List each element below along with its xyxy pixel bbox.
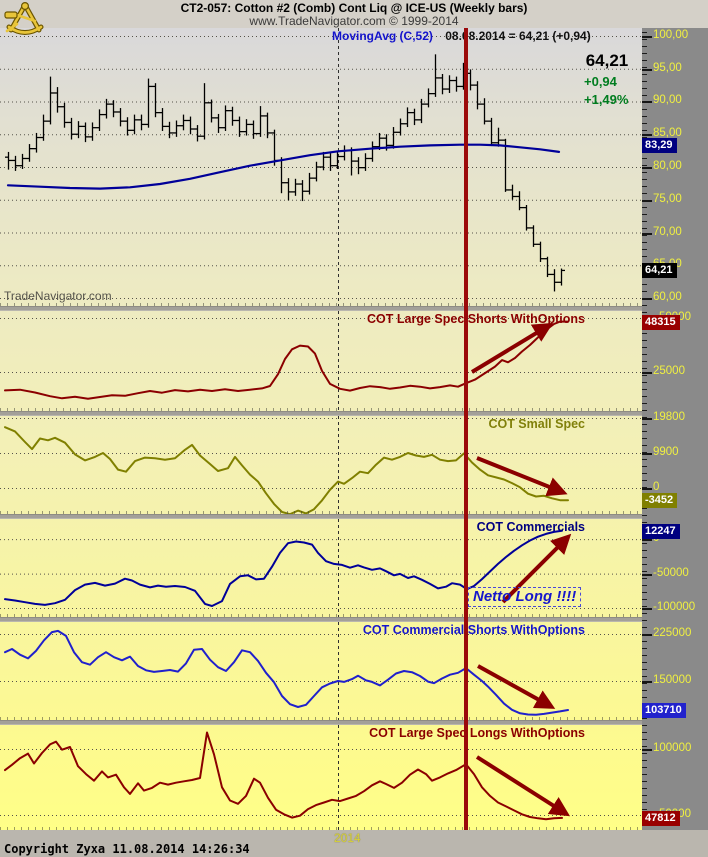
panel-title-cot4: COT Commercial Shorts WithOptions <box>362 623 585 637</box>
current-week-marker-line <box>464 28 468 830</box>
price-change-percent: +1,49% <box>584 92 629 107</box>
scale-label: -50000 <box>653 566 689 579</box>
panel-title-cot1: COT Large Spec Shorts WithOptions <box>367 312 585 326</box>
value-box: 12247 <box>642 523 680 539</box>
copyright-text: Copyright Zyxa 11.08.2014 14:26:34 <box>4 842 250 856</box>
cot5-canvas <box>0 725 642 830</box>
cot-commercial-shorts-panel: COT Commercial Shorts WithOptions <box>0 622 642 720</box>
last-price: 64,21 <box>585 51 629 70</box>
trend-arrow <box>501 533 572 604</box>
trend-arrow <box>476 456 568 497</box>
chart-title: CT2-057: Cotton #2 (Comb) Cont Liq @ ICE… <box>180 1 528 15</box>
scale-major-tick <box>642 298 652 300</box>
value-box: 47812 <box>642 810 680 826</box>
bottom-axis-strip: 2014 Copyright Zyxa 11.08.2014 14:26:34 <box>0 830 708 857</box>
scale-label: 100000 <box>653 741 692 754</box>
scale-label: 19800 <box>653 410 685 423</box>
value-box: 48315 <box>642 314 680 330</box>
scale-label: 0 <box>653 481 660 493</box>
panel-title-cot2: COT Small Spec <box>488 417 585 431</box>
scale-major-tick <box>642 748 652 751</box>
netto-long-annotation: Netto Long !!!! <box>468 587 582 607</box>
scale-major-tick <box>642 68 652 71</box>
scale-major-tick <box>642 539 652 542</box>
window-header: CT2-057: Cotton #2 (Comb) Cont Liq @ ICE… <box>0 0 708 28</box>
panel-title-cot3: COT Commercials <box>476 520 585 534</box>
cot1-canvas <box>0 311 642 411</box>
scale-major-tick <box>642 371 652 374</box>
legend-indicator-name: MovingAvg (C,52) <box>332 29 433 43</box>
value-box: 64,21 <box>642 263 677 279</box>
cot4-canvas <box>0 622 642 720</box>
cot4-line <box>4 629 569 716</box>
scale-label: 85,00 <box>653 127 682 140</box>
cot-large-spec-shorts-panel: COT Large Spec Shorts WithOptions <box>0 311 642 411</box>
panel-separator[interactable] <box>0 514 642 519</box>
scale-major-tick <box>642 167 652 169</box>
cot-small-spec-panel: COT Small Spec <box>0 416 642 514</box>
scale-label: 9900 <box>653 445 679 458</box>
price-change: +0,94 <box>584 74 617 89</box>
scale-major-tick <box>642 232 652 235</box>
price-canvas <box>0 28 642 306</box>
scale-major-tick <box>642 573 652 576</box>
cot1-line <box>4 320 569 400</box>
cot5-line <box>4 731 563 821</box>
panel-separator[interactable] <box>0 720 642 725</box>
scale-label: 60,00 <box>653 291 682 303</box>
anchor-sextant-icon <box>2 0 48 40</box>
watermark: TradeNavigator.com <box>4 289 112 303</box>
price-panel: MovingAvg (C,52) 08.08.2014 = 64,21 (+0,… <box>0 28 642 306</box>
scale-major-tick <box>642 134 652 137</box>
scale-major-tick <box>642 633 652 636</box>
cot3-canvas <box>0 519 642 617</box>
price-scale-axis[interactable]: 100,0095,0090,0085,0080,0075,0070,0065,0… <box>642 28 708 830</box>
panel-separator[interactable] <box>0 617 642 622</box>
panel-separator[interactable] <box>0 306 642 311</box>
scale-major-tick <box>642 417 652 420</box>
scale-label: 100,00 <box>653 28 689 41</box>
trend-arrow <box>475 755 571 817</box>
scale-major-tick <box>642 35 652 38</box>
trend-arrow <box>477 664 556 709</box>
cot2-line <box>4 426 569 514</box>
trend-arrow <box>470 322 554 374</box>
scale-label: 70,00 <box>653 225 682 238</box>
scale-label: 25000 <box>653 364 685 377</box>
cot2-canvas <box>0 416 642 514</box>
quote-block: 64,21 +0,94 +1,49% <box>576 51 638 107</box>
legend-date-value: 08.08.2014 = 64,21 (+0,94) <box>445 29 591 43</box>
scale-major-tick <box>642 101 652 104</box>
indicator-legend: MovingAvg (C,52) 08.08.2014 = 64,21 (+0,… <box>332 29 591 43</box>
scale-major-tick <box>642 488 652 490</box>
scale-major-tick <box>642 608 652 611</box>
scale-label: 80,00 <box>653 160 682 172</box>
scale-label: 90,00 <box>653 94 682 107</box>
cot-large-spec-longs-panel: COT Large Spec Longs WithOptions <box>0 725 642 830</box>
value-box: 103710 <box>642 702 686 718</box>
scale-major-tick <box>642 680 652 683</box>
scale-label: -100000 <box>653 601 696 614</box>
scale-major-tick <box>642 452 652 455</box>
scale-label: 225000 <box>653 626 692 639</box>
scale-label: 75,00 <box>653 192 682 205</box>
x-axis-year-label: 2014 <box>334 831 361 845</box>
cot3-line <box>4 529 563 607</box>
moving-average-line <box>6 143 561 190</box>
cot-commercials-panel: Netto Long !!!! COT Commercials <box>0 519 642 617</box>
scale-label: 95,00 <box>653 61 682 74</box>
value-box: -3452 <box>642 493 678 509</box>
panel-title-cot5: COT Large Spec Longs WithOptions <box>369 726 585 740</box>
scale-major-tick <box>642 199 652 202</box>
scale-label: 150000 <box>653 673 692 686</box>
panel-separator[interactable] <box>0 411 642 416</box>
value-box: 83,29 <box>642 138 677 154</box>
chart-subtitle: www.TradeNavigator.com © 1999-2014 <box>249 14 459 28</box>
chart-plot-area: MovingAvg (C,52) 08.08.2014 = 64,21 (+0,… <box>0 28 642 830</box>
